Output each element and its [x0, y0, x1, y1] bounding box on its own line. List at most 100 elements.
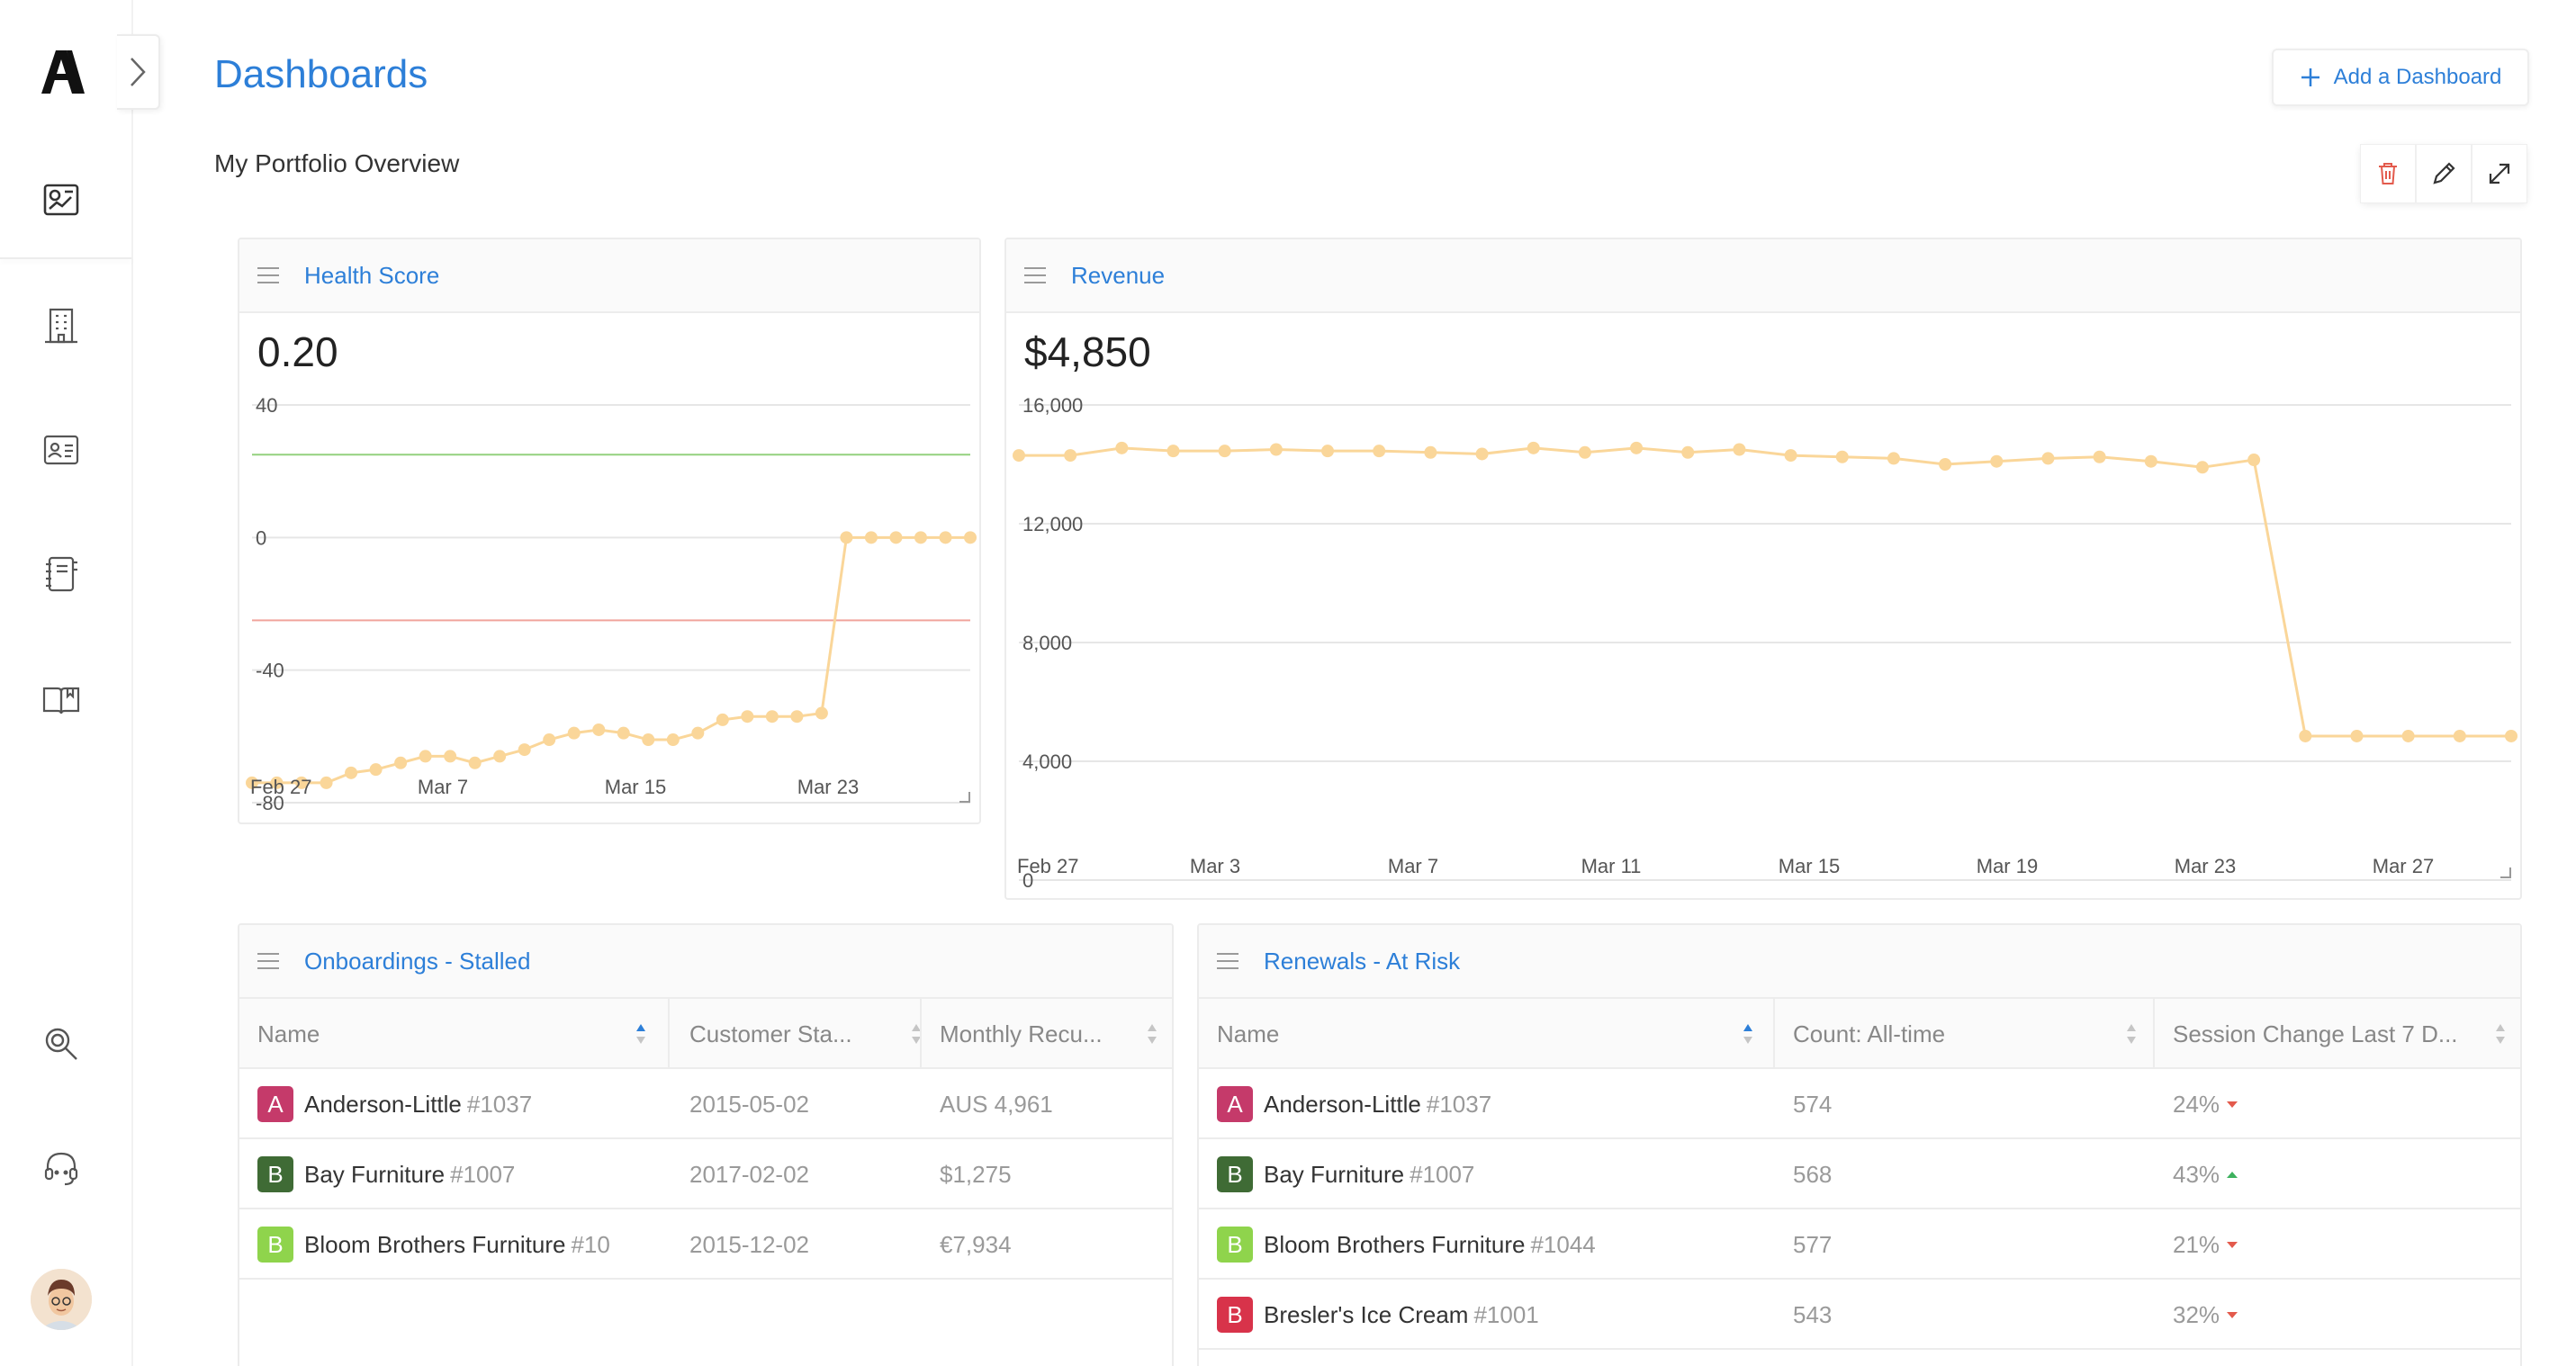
- monthly-recurring-value: $1,275: [940, 1160, 1012, 1188]
- sort-icon: [1743, 1024, 1752, 1044]
- table-row[interactable]: B Bay Furniture #1007 568 43%: [1199, 1139, 2520, 1209]
- data-point: [1990, 454, 2004, 468]
- revenue-value: $4,850: [1024, 328, 1151, 375]
- fullscreen-button[interactable]: [2472, 144, 2527, 203]
- data-point: [1424, 445, 1437, 459]
- customer-stage-date: 2015-05-02: [689, 1090, 809, 1118]
- data-point: [2299, 729, 2312, 742]
- add-dashboard-button[interactable]: Add a Dashboard: [2272, 49, 2529, 106]
- data-point: [518, 743, 531, 757]
- table-row[interactable]: B Bresler's Ice Cream #1001 543 32%: [1199, 1280, 2520, 1350]
- data-point: [666, 733, 680, 747]
- table-row[interactable]: A Anderson-Little #1037 2015-05-02 AUS 4…: [239, 1069, 1172, 1139]
- data-point: [592, 723, 606, 736]
- trend-down-icon: [2227, 1311, 2238, 1318]
- data-point: [741, 710, 754, 723]
- sidebar-toggle-button[interactable]: [117, 34, 160, 110]
- avatar[interactable]: [31, 1269, 92, 1330]
- data-point: [1321, 445, 1335, 458]
- y-tick-label: 16,000: [1022, 394, 1083, 417]
- table-row[interactable]: A Anderson-Little #1037 574 24%: [1199, 1069, 2520, 1139]
- data-point: [2041, 452, 2055, 465]
- table-row[interactable]: B Bloom Brothers Furniture #1044 577 21%: [1199, 1209, 2520, 1280]
- resize-handle-icon[interactable]: [2500, 867, 2511, 878]
- resize-handle-icon[interactable]: [959, 792, 970, 803]
- x-tick-label: Mar 23: [2175, 855, 2236, 877]
- data-point: [1527, 441, 1540, 454]
- support-headset-icon[interactable]: [38, 1145, 85, 1191]
- customer-stage-date: 2017-02-02: [689, 1160, 809, 1188]
- data-point: [444, 750, 457, 763]
- session-change-value: 32%: [2173, 1300, 2220, 1328]
- data-point: [840, 531, 853, 544]
- contact-card-icon[interactable]: [38, 427, 85, 473]
- sidebar-divider: [0, 257, 131, 259]
- account-id: #1001: [1473, 1300, 1539, 1328]
- data-point: [543, 733, 556, 747]
- card-title[interactable]: Health Score: [304, 261, 440, 289]
- table-row[interactable]: B Bloom Brothers Furniture #10 2015-12-0…: [239, 1209, 1172, 1280]
- data-point: [864, 531, 878, 544]
- account-badge: B: [257, 1227, 293, 1263]
- data-point: [1475, 447, 1489, 461]
- x-tick-label: Feb 27: [1017, 855, 1079, 877]
- data-point: [1939, 458, 1952, 471]
- account-id: #1037: [1426, 1090, 1492, 1118]
- edit-button[interactable]: [2416, 144, 2472, 203]
- x-tick-label: Mar 23: [797, 776, 859, 798]
- table-body: A Anderson-Little #1037 574 24% B Bay Fu…: [1199, 1069, 2520, 1366]
- drag-handle-icon[interactable]: [257, 267, 279, 283]
- series-line: [252, 535, 970, 785]
- table-row[interactable]: B Bay Furniture #1007 2017-02-02 $1,275: [239, 1139, 1172, 1209]
- notebook-icon[interactable]: [38, 551, 85, 598]
- building-icon[interactable]: [38, 302, 85, 349]
- account-id: #1044: [1530, 1230, 1596, 1258]
- plus-icon: [2301, 68, 2319, 86]
- trend-down-icon: [2227, 1241, 2238, 1248]
- page-title: Dashboards: [214, 52, 428, 96]
- drag-handle-icon[interactable]: [257, 953, 279, 969]
- trend-up-icon: [2227, 1171, 2238, 1178]
- search-icon[interactable]: [38, 1020, 85, 1067]
- data-point: [889, 531, 903, 544]
- letter-a-logo[interactable]: [36, 47, 86, 97]
- card-title[interactable]: Renewals - At Risk: [1264, 947, 1461, 975]
- account-name: Bay Furniture: [1264, 1160, 1405, 1188]
- y-tick-label: 40: [256, 394, 277, 417]
- column-header-session-change[interactable]: Session Change Last 7 D...: [2173, 999, 2520, 1069]
- trash-icon: [2379, 163, 2397, 184]
- card-header: Renewals - At Risk: [1199, 925, 2520, 999]
- book-icon[interactable]: [38, 677, 85, 723]
- y-tick-label: 0: [256, 526, 266, 549]
- dashboard-toolbar: [2360, 144, 2527, 203]
- column-header-customer-stage[interactable]: Customer Sta...: [689, 999, 940, 1069]
- data-point: [2350, 729, 2364, 742]
- column-header-count-all-time[interactable]: Count: All-time: [1793, 999, 2155, 1069]
- data-point: [1115, 441, 1129, 454]
- data-point: [567, 726, 581, 740]
- drag-handle-icon[interactable]: [1217, 953, 1238, 969]
- account-name: Anderson-Little: [1264, 1090, 1421, 1118]
- dashboard-icon[interactable]: [38, 176, 85, 223]
- table-header: Name Count: All-time Session Change Last…: [1199, 999, 2520, 1069]
- data-point: [2505, 729, 2517, 742]
- account-id: #1007: [1410, 1160, 1475, 1188]
- sidebar: [0, 0, 133, 1366]
- y-tick-label: 8,000: [1022, 632, 1072, 654]
- drag-handle-icon[interactable]: [1024, 267, 1046, 283]
- column-header-name[interactable]: Name: [1217, 999, 1771, 1069]
- data-point: [1681, 445, 1695, 459]
- delete-button[interactable]: [2360, 144, 2416, 203]
- table-row[interactable]: [1199, 1350, 2520, 1366]
- data-point: [1630, 441, 1644, 454]
- column-header-monthly-recurring[interactable]: Monthly Recu...: [940, 999, 1172, 1069]
- account-id: #10: [571, 1230, 610, 1258]
- card-title[interactable]: Revenue: [1071, 261, 1166, 289]
- column-header-name[interactable]: Name: [257, 999, 664, 1069]
- data-point: [2195, 461, 2209, 474]
- data-point: [394, 756, 408, 769]
- x-tick-label: Mar 27: [2373, 855, 2434, 877]
- data-point: [691, 726, 705, 740]
- card-title[interactable]: Onboardings - Stalled: [304, 947, 531, 975]
